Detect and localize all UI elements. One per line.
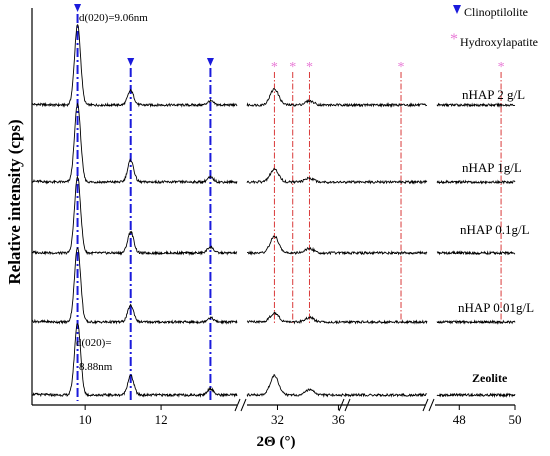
y-axis-label: Relative intensity (cps) (5, 119, 24, 284)
clinoptilolite-marker (74, 4, 82, 12)
reference-lines-layer (76, 14, 502, 401)
x-tick-label: 36 (332, 412, 346, 427)
series-line (436, 179, 516, 185)
axis-break-mark (240, 398, 247, 412)
series-line (436, 392, 516, 398)
x-tick-label: 48 (453, 412, 466, 427)
series-line (31, 102, 238, 185)
hydroxylapatite-marker: * (398, 60, 405, 75)
series-layer (31, 24, 516, 398)
series-line (342, 392, 428, 398)
series-line (436, 102, 516, 108)
series-label: nHAP 1g/L (462, 160, 522, 175)
x-tick-label: 10 (79, 412, 92, 427)
series-line (247, 235, 344, 256)
series-line (31, 24, 238, 108)
series-line (246, 167, 344, 185)
series-label: nHAP 0.01g/L (458, 300, 534, 315)
axis-break-mark (338, 398, 345, 412)
series-line (31, 323, 238, 398)
x-tick-label: 50 (509, 412, 522, 427)
hydroxylapatite-marker: * (306, 60, 313, 75)
series-label: nHAP 2 g/L (462, 87, 525, 102)
series-line (342, 179, 428, 185)
series-label: Zeolite (472, 371, 508, 385)
peak-markers-layer: * * * * * (74, 4, 505, 75)
series-line (342, 319, 428, 325)
series-line (436, 319, 516, 325)
hydroxylapatite-legend-icon: * (450, 31, 458, 48)
clinoptilolite-marker (206, 58, 214, 66)
series-line (246, 87, 344, 108)
series-line (246, 374, 344, 398)
series-line (31, 174, 238, 256)
d020-bottom-annotation-line2: 8.88nm (79, 361, 113, 373)
axis-break-mark (234, 398, 241, 412)
x-axis-label: 2Θ (°) (257, 434, 296, 450)
series-line (342, 102, 428, 108)
axis-break-mark (344, 398, 351, 412)
x-tick-label: 12 (155, 412, 168, 427)
legend-clinoptilolite-label: Clinoptilolite (464, 5, 528, 19)
axis-break-mark (422, 398, 429, 412)
axis-layer: Relative intensity (cps) 2Θ (°) 10 12 32 36… (5, 8, 522, 450)
annotations: d(020)=9.06nm d(020)= 8.88nm (76, 12, 148, 373)
series-line (31, 247, 238, 325)
legend: Clinoptilolite * Hydroxylapatite (450, 5, 538, 49)
axis-break-mark (428, 398, 435, 412)
hydroxylapatite-marker: * (498, 60, 505, 75)
series-line (436, 250, 516, 256)
series-line (342, 250, 428, 256)
clinoptilolite-legend-icon (453, 5, 461, 14)
series-label: nHAP 0.1g/L (460, 222, 530, 237)
hydroxylapatite-marker: * (289, 60, 296, 75)
series-line (246, 311, 344, 325)
d020-bottom-annotation-line1: d(020)= (76, 337, 112, 349)
clinoptilolite-marker (127, 58, 135, 66)
legend-hydroxylapatite-label: Hydroxylapatite (460, 35, 538, 49)
d020-top-annotation: d(020)=9.06nm (79, 12, 148, 24)
x-tick-label: 32 (271, 412, 284, 427)
series-labels: nHAP 2 g/L nHAP 1g/L nHAP 0.1g/L nHAP 0.01g… (458, 87, 534, 385)
hydroxylapatite-marker: * (271, 60, 278, 75)
